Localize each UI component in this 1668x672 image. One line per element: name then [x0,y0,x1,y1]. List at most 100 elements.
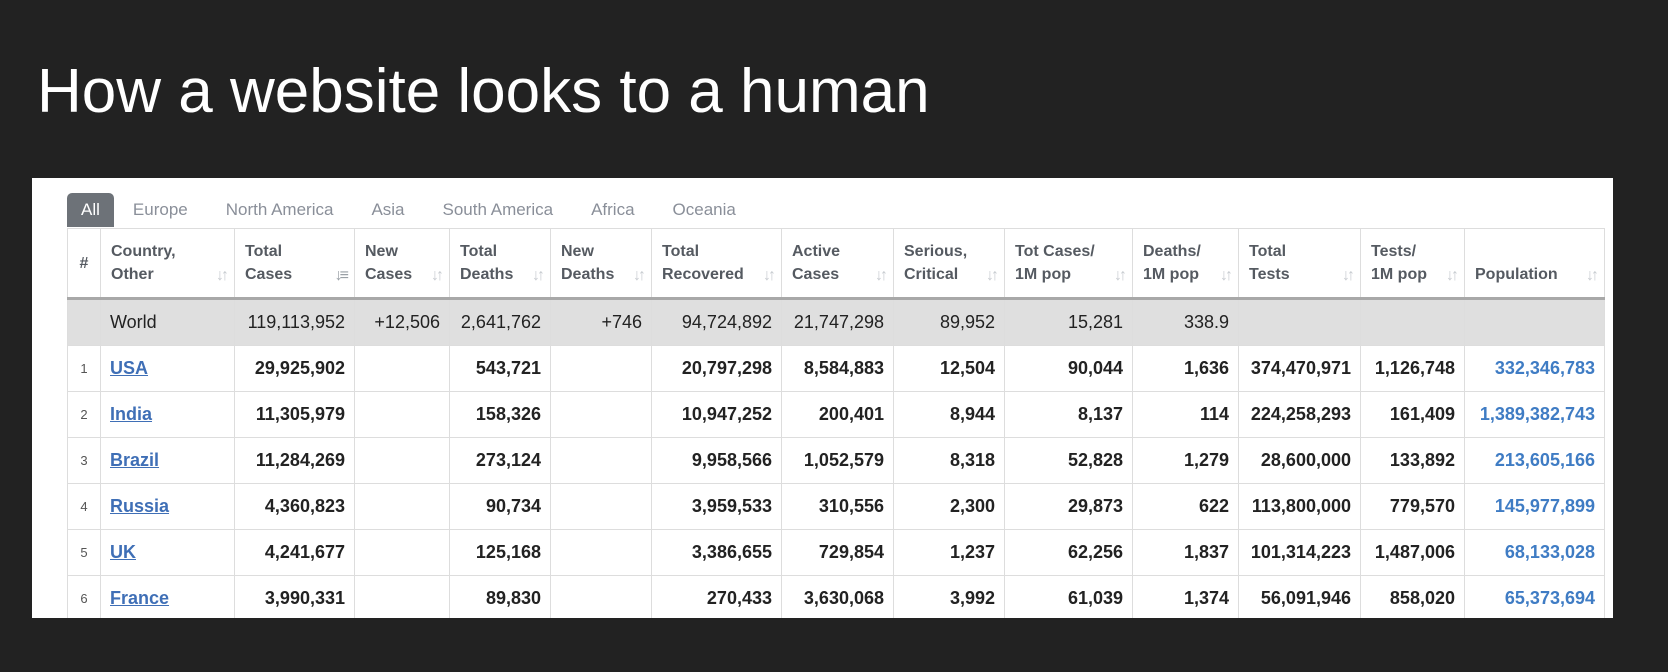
cell-cases-per-1m: 61,039 [1004,575,1133,618]
cell-new-deaths [550,437,652,484]
tab-oceania[interactable]: Oceania [672,200,736,219]
cell-active-cases: 200,401 [781,391,894,438]
column-header-new-cases[interactable]: New Cases ↓↑ [354,228,450,299]
table-row: 3 Brazil 11,284,269 273,124 9,958,566 1,052,5… [67,437,1605,484]
cell-deaths-per-1m: 1,837 [1132,529,1239,576]
cell-cases-per-1m: 52,828 [1004,437,1133,484]
cell-deaths-per-1m: 1,374 [1132,575,1239,618]
column-header-tests-per-1m[interactable]: Tests/1M pop ↓↑ [1360,228,1465,299]
country-link[interactable]: India [110,404,153,424]
sort-arrows-icon[interactable]: ↓↑ [532,267,545,284]
row-rank [67,297,101,346]
column-header-line1: Total [662,243,700,260]
country-link[interactable]: UK [110,542,136,562]
column-header-country[interactable]: Country, Other ↓↑ [100,228,235,299]
column-header-line1 [1475,240,1594,263]
cell-new-deaths [550,345,652,392]
tab-africa[interactable]: Africa [591,200,635,219]
cell-total-cases: 11,284,269 [234,437,355,484]
cell-serious: 8,318 [893,437,1005,484]
country-cell: India [100,391,235,438]
column-header-line1: Active [792,243,841,260]
column-header-line2: 1M pop [1015,266,1071,283]
cell-population: 332,346,783 [1464,345,1605,392]
column-header-line1: Total [1249,243,1287,260]
sort-arrows-icon[interactable]: ↓↑ [431,267,444,284]
column-header-serious-critical[interactable]: Serious, Critical ↓↑ [893,228,1005,299]
covid-table-panel: All Europe North America Asia South Amer… [32,178,1613,618]
sort-arrows-icon[interactable]: ↓↑ [216,267,229,284]
country-cell: USA [100,345,235,392]
cell-new-cases [354,437,450,484]
column-header-total-tests[interactable]: Total Tests ↓↑ [1238,228,1361,299]
country-cell: Russia [100,483,235,530]
cell-active-cases: 1,052,579 [781,437,894,484]
cell-total-recovered: 94,724,892 [651,297,782,346]
region-tabs: All Europe North America Asia South Amer… [67,193,755,227]
cell-total-deaths: 2,641,762 [449,297,551,346]
sort-arrows-icon[interactable]: ↓↑ [875,267,888,284]
column-header-line2: Recovered [662,266,744,283]
row-rank: 6 [67,575,101,618]
cell-total-recovered: 3,386,655 [651,529,782,576]
column-header-total-deaths[interactable]: Total Deaths ↓↑ [449,228,551,299]
cell-tests-per-1m [1360,297,1465,346]
column-header-total-cases[interactable]: Total Cases ↓≡ [234,228,355,299]
cell-total-recovered: 3,959,533 [651,483,782,530]
cell-serious: 89,952 [893,297,1005,346]
table-row: 6 France 3,990,331 89,830 270,433 3,630,068 3,… [67,575,1605,618]
cell-deaths-per-1m: 1,279 [1132,437,1239,484]
sort-arrows-icon[interactable]: ↓↑ [633,267,646,284]
table-row: 1 USA 29,925,902 543,721 20,797,298 8,584,883… [67,345,1605,392]
tab-europe[interactable]: Europe [132,200,188,219]
country-link[interactable]: Russia [110,496,170,516]
cell-new-cases [354,575,450,618]
country-link[interactable]: France [110,588,170,608]
cell-total-cases: 3,990,331 [234,575,355,618]
column-header-line2: Cases [245,266,293,283]
row-rank: 4 [67,483,101,530]
column-header-total-recovered[interactable]: Total Recovered ↓↑ [651,228,782,299]
sort-arrows-icon[interactable]: ↓↑ [1220,267,1233,284]
cell-serious: 1,237 [893,529,1005,576]
tab-north-america[interactable]: North America [225,200,334,219]
cell-total-recovered: 10,947,252 [651,391,782,438]
tab-all[interactable]: All [67,193,114,227]
sort-arrows-icon[interactable]: ↓↑ [1446,267,1459,284]
country-link[interactable]: Brazil [110,450,160,470]
cell-new-deaths: +746 [550,297,652,346]
sort-arrows-icon[interactable]: ↓↑ [1114,267,1127,284]
sort-arrows-icon[interactable]: ↓↑ [763,267,776,284]
cell-total-deaths: 89,830 [449,575,551,618]
cell-population: 68,133,028 [1464,529,1605,576]
sort-arrows-icon[interactable]: ↓↑ [986,267,999,284]
column-header-new-deaths[interactable]: New Deaths ↓↑ [550,228,652,299]
tab-asia[interactable]: Asia [371,200,405,219]
country-name: World [100,297,235,346]
country-cell: UK [100,529,235,576]
sort-arrows-icon[interactable]: ↓↑ [1342,267,1355,284]
column-header-deaths-per-1m[interactable]: Deaths/1M pop ↓↑ [1132,228,1239,299]
cell-new-deaths [550,529,652,576]
cell-total-tests: 56,091,946 [1238,575,1361,618]
cell-cases-per-1m: 90,044 [1004,345,1133,392]
sort-desc-icon[interactable]: ↓≡ [334,267,349,284]
world-total-row: World 119,113,952 +12,506 2,641,762 +746 94,7… [67,297,1605,346]
cell-new-deaths [550,483,652,530]
tab-south-america[interactable]: South America [442,200,554,219]
sort-arrows-icon[interactable]: ↓↑ [1586,267,1599,284]
table-row: 4 Russia 4,360,823 90,734 3,959,533 310,556 2,… [67,483,1605,530]
cell-total-cases: 4,360,823 [234,483,355,530]
table-header-row: # Country, Other ↓↑ Total Cases ↓≡ New Cases ↓↑ To… [67,228,1605,299]
cell-population: 213,605,166 [1464,437,1605,484]
column-header-line1: New [561,243,594,260]
cell-serious: 12,504 [893,345,1005,392]
cell-total-tests: 101,314,223 [1238,529,1361,576]
column-header-active-cases[interactable]: Active Cases ↓↑ [781,228,894,299]
country-link[interactable]: USA [110,358,149,378]
cell-total-recovered: 9,958,566 [651,437,782,484]
column-header-population[interactable]: Population ↓↑ [1464,228,1605,299]
cell-deaths-per-1m: 114 [1132,391,1239,438]
column-header-cases-per-1m[interactable]: Tot Cases/1M pop ↓↑ [1004,228,1133,299]
column-header-line2: Deaths [561,266,615,283]
